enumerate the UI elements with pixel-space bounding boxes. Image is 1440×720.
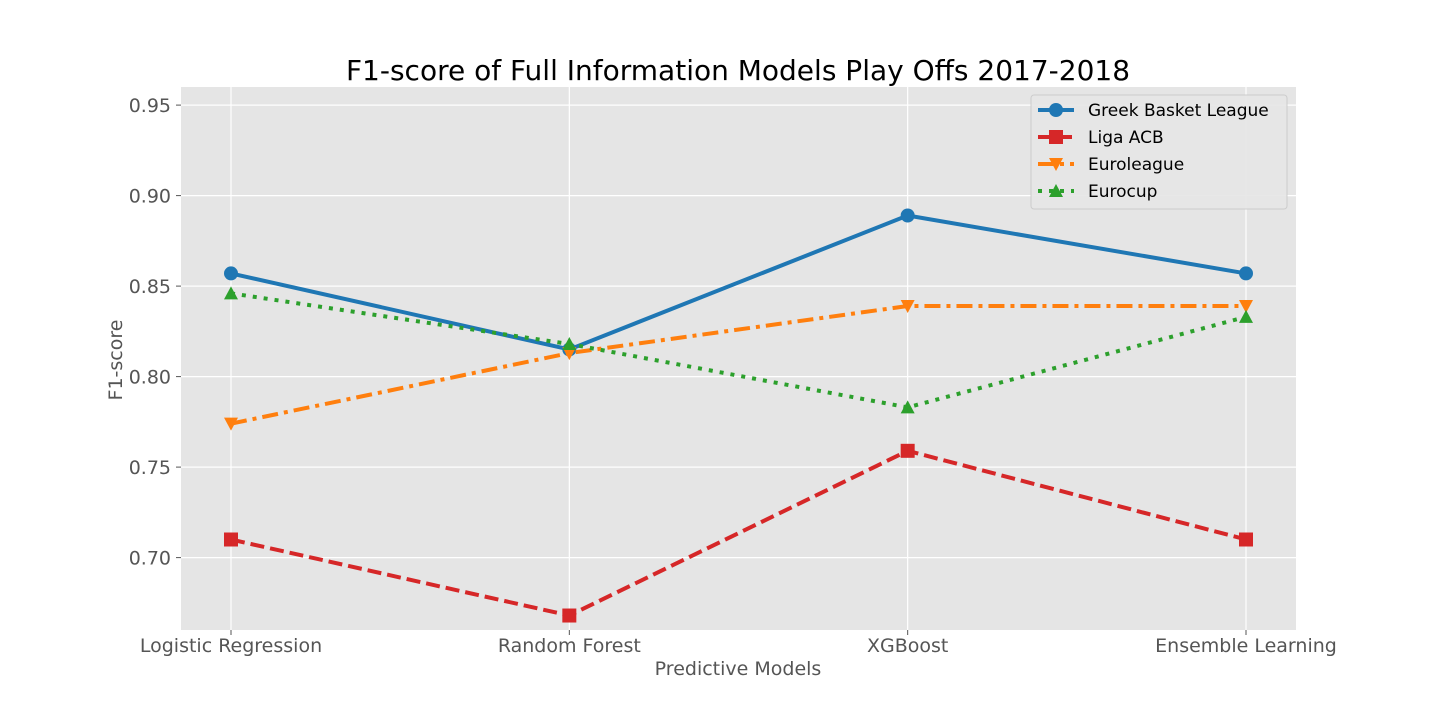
data-point-marker (900, 300, 915, 314)
y-tick-label: 0.95 (129, 95, 171, 117)
y-tick-label: 0.80 (129, 367, 171, 389)
x-tick-label: XGBoost (867, 635, 948, 657)
data-point-marker (900, 400, 915, 414)
legend-marker (1049, 184, 1063, 197)
series-line (230, 304, 1246, 426)
legend-label: Greek Basket League (1088, 101, 1269, 121)
data-point-marker (562, 608, 577, 623)
y-tick-label: 0.75 (129, 457, 171, 479)
data-point-marker (224, 286, 238, 300)
data-point-marker (562, 337, 577, 351)
legend-label: Eurocup (1088, 182, 1157, 202)
x-tick-label: Ensemble Learning (1155, 635, 1337, 657)
data-point-marker (224, 532, 238, 547)
y-tick-label: 0.90 (129, 186, 171, 208)
x-tick-label: Logistic Regression (140, 635, 322, 657)
data-point-marker (1239, 266, 1253, 281)
y-axis-label: F1-score (105, 320, 127, 401)
data-point-marker (224, 266, 238, 281)
tick-labels: 0.70 0.75 0.80 0.85 0.90 0.95 Logistic Regress… (129, 95, 1337, 657)
data-point-marker (900, 443, 915, 458)
legend-label: Liga ACB (1088, 128, 1164, 148)
data-point-marker (1239, 309, 1253, 323)
series-euroleague (224, 300, 1253, 431)
legend-marker (1049, 103, 1063, 117)
x-axis-label: Predictive Models (655, 658, 822, 680)
legend-box (1030, 94, 1288, 210)
series-layer (224, 208, 1253, 623)
series-line (230, 448, 1247, 618)
chart-title: F1-score of Full Information Models Play… (346, 54, 1130, 87)
y-tick-label: 0.70 (129, 548, 171, 570)
series-line (230, 213, 1247, 352)
legend-marker (1049, 158, 1063, 171)
y-tick-label: 0.85 (129, 276, 171, 298)
legend-marker (1049, 130, 1063, 144)
series-eurocup (224, 286, 1253, 414)
x-tick-label: Random Forest (498, 635, 641, 657)
data-point-marker (1239, 532, 1253, 547)
series-liga-acb (224, 443, 1253, 623)
legend-label: Euroleague (1088, 155, 1184, 175)
series-line (230, 291, 1247, 410)
legend: Greek Basket League Liga ACB Euroleague Eur… (1030, 94, 1288, 210)
data-point-marker (224, 417, 238, 431)
data-point-marker (562, 347, 577, 361)
data-point-marker (1239, 300, 1253, 314)
data-point-marker (900, 208, 915, 223)
